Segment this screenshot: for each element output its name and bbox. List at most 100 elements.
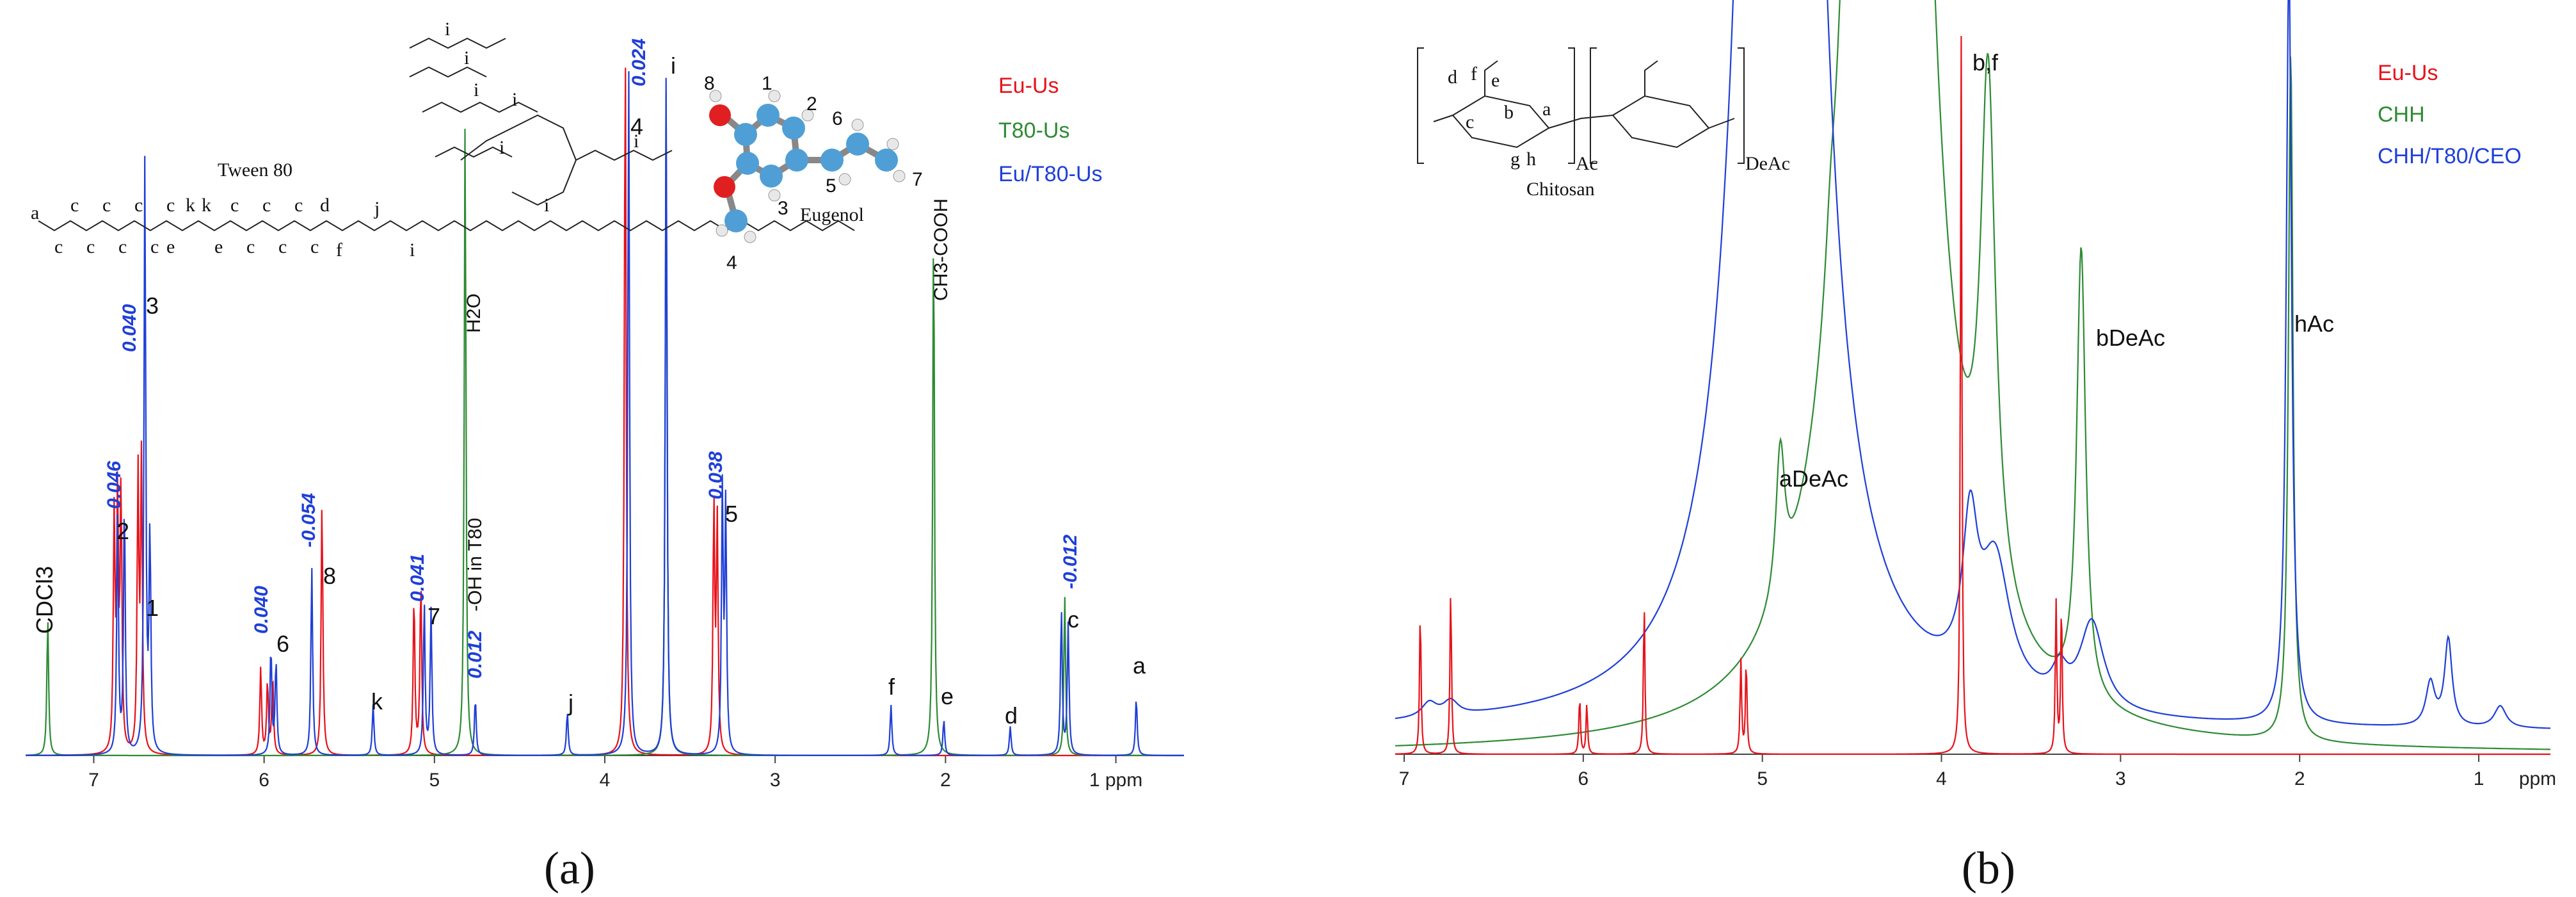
panel-b-legend-3: CHH/T80/CEO (2378, 144, 2522, 168)
tween80-label: c (150, 236, 159, 257)
tween80-branch-5 (575, 149, 673, 161)
tween80-branch-4 (435, 146, 513, 158)
chitosan-label: Ac (1576, 153, 1598, 174)
tween80-label: i (512, 89, 517, 110)
eugenol-hydrogen (838, 173, 851, 186)
peak-label-cdcl3: CDCl3 (31, 566, 58, 634)
eugenol-hydrogen (768, 90, 781, 102)
peak-label: 1 (146, 595, 159, 621)
tween80-label: c (246, 236, 255, 257)
panel-b: 7 6 5 4 3 2 1 ppm d f e c b a g h Ac DeAc Chito… (1395, 0, 2556, 894)
tween80-label: i (445, 19, 450, 40)
chitosan-label: d (1448, 67, 1457, 88)
chitosan-label: e (1491, 70, 1500, 91)
peak-label-hac: hAc (2294, 311, 2334, 337)
panel-a: 7 6 5 4 3 2 1 ppm Eu-Us T80-Us Eu/T80-Us Tween… (26, 19, 1184, 894)
peak-label: d (1005, 702, 1018, 729)
eugenol-hydrogen (716, 224, 728, 237)
shift-annotation: -0.054 (298, 493, 319, 547)
eugenol-hydrogen (768, 189, 781, 202)
chitosan-label: b (1504, 102, 1514, 123)
chitosan-label: g (1510, 149, 1520, 170)
tween80-label: c (134, 195, 143, 216)
shift-annotation: 0.012 (465, 631, 486, 679)
eugenol-hydrogen (709, 90, 722, 102)
eugenol-hydrogen (744, 230, 756, 243)
tween80-label: c (310, 236, 319, 257)
shift-annotation: 0.040 (251, 586, 272, 634)
x-tick-label: 5 (1757, 768, 1768, 789)
eugenol-atom (734, 123, 757, 146)
peak-label-bf: b,f (1972, 49, 1999, 76)
shift-annotation: 0.038 (705, 451, 726, 499)
shift-annotation: 0.041 (407, 554, 428, 602)
x-tick-label: ppm (2519, 768, 2556, 789)
chitosan-label: DeAc (1745, 153, 1790, 174)
tween80-branch-3 (422, 101, 538, 113)
eugenol-atom (756, 104, 780, 127)
peak-label: 4 (630, 113, 643, 140)
eugenol-hydrogen (886, 138, 899, 150)
tween80-label: c (294, 195, 303, 216)
x-tick-label: 3 (2115, 768, 2126, 789)
panel-a-x-ticks: 7 6 5 4 3 2 1 ppm (88, 756, 1142, 791)
eugenol-label: 7 (912, 169, 923, 190)
tween80-label: c (230, 195, 239, 216)
eugenol-structure: Eugenol 8 1 2 6 7 3 5 4 (704, 73, 923, 273)
panel-b-legend-2: CHH (2378, 102, 2425, 127)
eugenol-label: 5 (826, 175, 836, 197)
peak-label: 8 (323, 563, 336, 589)
eugenol-atom (875, 149, 898, 172)
tween80-label: i (544, 195, 549, 216)
peak-label-oh: -OH in T80 (465, 518, 486, 611)
peak-label: 3 (146, 293, 159, 319)
tween80-label: k (202, 195, 211, 216)
x-tick-label: 2 (940, 770, 951, 791)
tween80-label: k (186, 195, 195, 216)
peak-label-adeac: aDeAc (1779, 465, 1848, 492)
tween80-label: c (118, 236, 127, 257)
eugenol-hydrogen (801, 109, 814, 122)
tween80-label: f (336, 239, 342, 261)
chitosan-label: c (1466, 111, 1474, 133)
tween80-label: c (278, 236, 287, 257)
tween80-label: d (320, 195, 330, 216)
eugenol-title: Eugenol (800, 204, 864, 225)
eugenol-atom (736, 152, 759, 175)
tween80-label: i (634, 131, 639, 152)
tween80-structure: Tween 80 a c c c c k k c c c d j i i i i… (31, 19, 855, 261)
tween80-label: i (410, 239, 415, 261)
peak-label: f (888, 674, 895, 700)
tween80-label: a (31, 202, 39, 223)
eugenol-atom (782, 117, 805, 140)
chitosan-label: a (1542, 99, 1551, 120)
tween80-branch-2 (409, 66, 487, 78)
eugenol-hydrogen (851, 118, 864, 131)
tween80-label: c (102, 195, 111, 216)
x-tick-label: 2 (2294, 768, 2305, 789)
eugenol-label: 6 (832, 108, 843, 129)
series-line (26, 93, 1184, 757)
shift-annotation: 0.040 (119, 304, 140, 352)
x-tick-label: 7 (88, 770, 99, 791)
x-tick-label: 5 (429, 770, 440, 791)
peak-label: c (1068, 606, 1079, 633)
tween80-label: i (464, 47, 469, 69)
peak-label: j (568, 690, 573, 716)
peak-label: 6 (276, 631, 289, 657)
tween80-label: c (70, 195, 79, 216)
eugenol-label: 2 (806, 93, 817, 115)
tween80-label: c (86, 236, 95, 257)
eugenol-oxygen (714, 176, 735, 198)
tween80-label: i (474, 79, 479, 101)
eugenol-atom (724, 209, 748, 232)
x-tick-label: 6 (259, 770, 269, 791)
eugenol-atom (820, 149, 844, 172)
tween80-label: e (166, 236, 175, 257)
peak-label: e (941, 683, 954, 709)
eugenol-atom (760, 165, 783, 188)
panel-a-label: (a) (544, 843, 595, 894)
chitosan-ring-2 (1612, 95, 1710, 149)
